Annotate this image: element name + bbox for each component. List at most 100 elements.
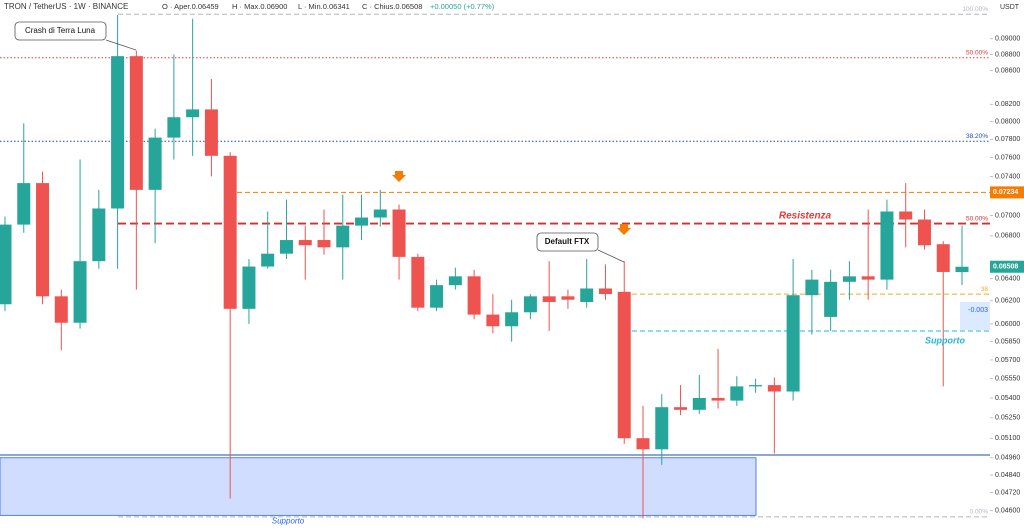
- y-tick-label: 0.07000: [995, 212, 1020, 219]
- candle-body: [711, 398, 725, 401]
- y-tick-label: 0.05100: [995, 435, 1020, 442]
- candle-body: [261, 253, 275, 267]
- candle-body: [486, 314, 500, 327]
- callout-pointer: [597, 249, 625, 263]
- candle-body: [167, 117, 181, 138]
- candle-body: [317, 240, 331, 248]
- candle-body: [148, 137, 162, 190]
- candle-body: [655, 407, 669, 450]
- candle-body: [580, 288, 594, 302]
- candle-layer: [0, 14, 969, 519]
- candle-body: [767, 385, 781, 392]
- candle-body: [111, 56, 125, 209]
- candle-body: [880, 211, 894, 280]
- candle-body: [242, 266, 256, 309]
- callout-pointer: [105, 39, 137, 51]
- y-tick-label: 0.07800: [995, 136, 1020, 143]
- zone-layer: Supporto: [0, 457, 757, 525]
- price-tag: [990, 186, 1024, 199]
- annotation: Resistenza: [779, 211, 832, 222]
- level-label: 0.00%: [970, 509, 989, 516]
- candle-body: [749, 385, 763, 387]
- y-tick-label: 0.06800: [995, 233, 1020, 240]
- currency: USDT: [1000, 4, 1020, 11]
- callout-box: [14, 21, 107, 41]
- annotation: -0.003: [968, 307, 988, 314]
- candle-body: [54, 296, 68, 323]
- y-tick-label: 0.04840: [995, 472, 1020, 479]
- arrow-icon: [392, 171, 406, 182]
- price-tag-label: 0.06508: [993, 264, 1018, 271]
- candle-body: [917, 219, 931, 246]
- support-zone: [0, 457, 757, 516]
- y-tick-label: 0.08600: [995, 68, 1020, 75]
- y-tick-label: 0.07600: [995, 155, 1020, 162]
- y-tick-label: 0.05400: [995, 395, 1020, 402]
- candle-body: [0, 224, 12, 305]
- candle-body: [204, 109, 218, 156]
- candle-body: [392, 209, 406, 257]
- candle-body: [598, 288, 612, 295]
- candle-body: [561, 296, 575, 300]
- y-tick-label: 0.08000: [995, 118, 1020, 125]
- candle-body: [17, 183, 31, 225]
- y-tick-label: 0.08200: [995, 101, 1020, 108]
- candle-body: [692, 398, 706, 410]
- candle-body: [523, 296, 537, 313]
- ohlc-open: O · Aper.0.06459: [162, 2, 219, 11]
- ohlc-high: H · Max.0.06900: [232, 2, 287, 11]
- y-tick-label: 0.05850: [995, 339, 1020, 346]
- axis-layer: 0.09000 0.08800 0.08600 0.08200 0.08000 0.078…: [990, 36, 1024, 515]
- candle-body: [448, 276, 462, 286]
- candle-body: [936, 244, 950, 272]
- candle-body: [373, 209, 387, 218]
- level-label: 38.20%: [966, 133, 988, 140]
- candle-body: [129, 56, 143, 190]
- candle-body: [92, 208, 106, 262]
- candle-body: [411, 256, 425, 308]
- ohlc-low: L · Min.0.06341: [298, 2, 350, 11]
- candle-body: [73, 261, 87, 323]
- y-tick-label: 0.09000: [995, 36, 1020, 43]
- ohlc-close: C · Chius.0.06508: [362, 2, 422, 11]
- candle-body: [805, 279, 819, 296]
- y-tick-label: 0.06400: [995, 275, 1020, 282]
- arrow-icon: [617, 224, 631, 235]
- y-tick-label: 0.05550: [995, 376, 1020, 383]
- candle-body: [674, 407, 688, 410]
- candle-body: [336, 225, 350, 248]
- y-tick-label: 0.07400: [995, 173, 1020, 180]
- candle-body: [617, 291, 631, 439]
- candle-body: [955, 266, 969, 273]
- candle-body: [186, 109, 200, 118]
- y-tick-label: 0.05250: [995, 415, 1020, 422]
- y-tick-label: 0.06200: [995, 298, 1020, 305]
- candle-body: [542, 296, 556, 302]
- annotation: Supporto: [925, 335, 965, 345]
- candle-body: [842, 276, 856, 282]
- y-tick-label: 0.08800: [995, 51, 1020, 58]
- candle-body: [467, 276, 481, 315]
- candle-body: [636, 438, 650, 450]
- candle-body: [861, 276, 875, 280]
- callout-box: [536, 232, 599, 252]
- annotation: Crash di Terra Luna: [25, 26, 96, 35]
- candle-body: [223, 155, 237, 309]
- candle-body: [430, 285, 444, 308]
- level-label: 38: [981, 286, 989, 293]
- y-tick-label: 0.04960: [995, 455, 1020, 462]
- y-tick-label: 0.05700: [995, 357, 1020, 364]
- price-tag-label: 0.07234: [993, 189, 1018, 196]
- candle-body: [786, 295, 800, 392]
- candle-body: [899, 211, 913, 220]
- measure-box: [960, 302, 990, 330]
- ohlc-change: +0.00050 (+0.77%): [430, 2, 495, 11]
- candle-body: [279, 240, 293, 254]
- level-label: 50.00%: [966, 215, 988, 222]
- annotation: Default FTX: [545, 237, 590, 246]
- level-label: 50.00%: [966, 49, 988, 56]
- candle-body: [730, 386, 744, 401]
- chart-title: TRON / TetherUS · 1W · BINANCE: [4, 2, 128, 11]
